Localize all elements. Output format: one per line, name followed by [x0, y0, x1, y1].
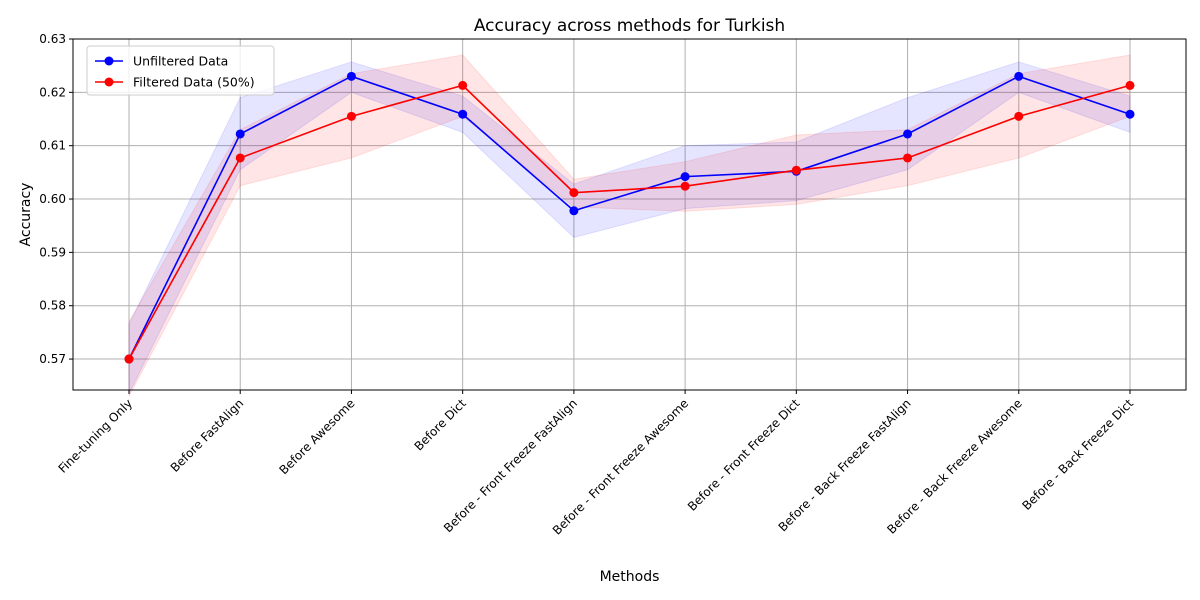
- data-point: [124, 354, 134, 364]
- data-point: [791, 165, 801, 175]
- data-point: [458, 109, 468, 119]
- data-point: [235, 129, 245, 139]
- data-point: [903, 129, 913, 139]
- legend-label-0: Unfiltered Data: [133, 54, 228, 69]
- data-point: [235, 153, 245, 163]
- legend-marker-0: [104, 56, 114, 66]
- series-line-0: [128, 75, 1131, 360]
- chart-title: Accuracy across methods for Turkish: [474, 16, 785, 36]
- data-point: [458, 80, 468, 90]
- data-point: [680, 181, 690, 191]
- data-point: [1125, 109, 1135, 119]
- legend-box: [86, 45, 275, 96]
- series-points: [124, 71, 1135, 364]
- data-point: [1014, 111, 1024, 121]
- data-point: [569, 206, 579, 216]
- y-tick-label: 0.57: [39, 352, 66, 366]
- y-tick-label: 0.62: [39, 85, 66, 99]
- legend-marker-1: [104, 77, 114, 87]
- data-point: [1125, 80, 1135, 90]
- y-tick-label: 0.63: [39, 32, 66, 46]
- data-point: [346, 71, 356, 81]
- data-point: [903, 153, 913, 163]
- data-point: [1014, 71, 1024, 81]
- series-line-1: [128, 84, 1131, 360]
- y-tick-label: 0.59: [39, 245, 66, 259]
- y-tick-label: 0.58: [39, 299, 66, 313]
- legend-label-1: Filtered Data (50%): [133, 75, 255, 90]
- legend: Unfiltered Data Filtered Data (50%): [86, 45, 275, 96]
- data-point: [346, 111, 356, 121]
- y-tick-label: 0.60: [39, 192, 66, 206]
- plot-frame: [72, 38, 1187, 391]
- y-tick-label: 0.61: [39, 139, 66, 153]
- y-axis-title: Accuracy: [18, 183, 34, 247]
- data-point: [680, 172, 690, 182]
- grid: [73, 38, 1186, 390]
- x-axis-title: Methods: [600, 569, 660, 585]
- data-point: [569, 188, 579, 198]
- series-lines: [128, 75, 1131, 360]
